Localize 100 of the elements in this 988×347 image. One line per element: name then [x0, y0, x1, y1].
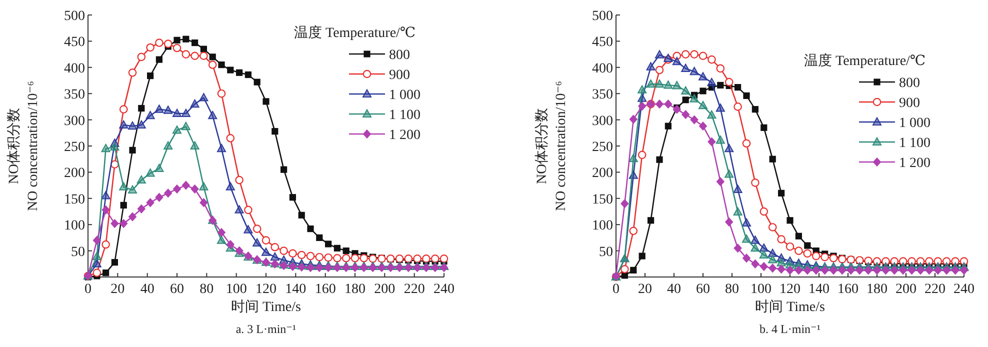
- point: [777, 264, 786, 274]
- point: [882, 266, 890, 275]
- point: [306, 252, 315, 260]
- point: [873, 266, 881, 275]
- point: [794, 266, 803, 275]
- point: [172, 126, 182, 134]
- point: [646, 79, 656, 88]
- point: [252, 224, 262, 233]
- point: [164, 188, 172, 198]
- y-tick-label: 100: [592, 218, 613, 234]
- point: [681, 86, 690, 94]
- point: [742, 139, 751, 148]
- point: [164, 40, 172, 48]
- x-tick-label: 220: [924, 282, 946, 297]
- point: [235, 176, 244, 184]
- point: [898, 257, 908, 266]
- point: [102, 206, 110, 214]
- legend-label: 1 100: [899, 136, 930, 151]
- point: [154, 164, 164, 172]
- x-tick-label: 0: [84, 282, 92, 297]
- point: [700, 88, 706, 94]
- point: [724, 170, 734, 178]
- point: [672, 81, 682, 90]
- x-tick-label: 20: [110, 282, 125, 297]
- point: [136, 120, 146, 129]
- point: [655, 79, 664, 88]
- point: [838, 266, 846, 275]
- legend-label: 1 200: [899, 156, 930, 171]
- point: [672, 104, 681, 114]
- point: [934, 266, 942, 275]
- point: [829, 254, 838, 262]
- point: [298, 212, 305, 218]
- point: [638, 252, 646, 260]
- point: [751, 260, 760, 268]
- point: [620, 199, 629, 208]
- point: [236, 69, 243, 76]
- point: [742, 254, 750, 263]
- y-tick-label: 350: [64, 88, 85, 103]
- point: [244, 71, 252, 78]
- point: [128, 68, 137, 77]
- point: [672, 52, 682, 60]
- point: [155, 192, 164, 202]
- point: [270, 242, 280, 252]
- point: [333, 254, 342, 262]
- point: [146, 43, 154, 52]
- x-axis-title: 时间 Time/s: [755, 299, 825, 315]
- point: [768, 255, 778, 264]
- point: [656, 156, 663, 163]
- point: [820, 252, 829, 262]
- point: [262, 236, 270, 244]
- y-tick-label: 400: [592, 61, 613, 76]
- point: [752, 106, 758, 113]
- point: [350, 254, 360, 262]
- point: [699, 122, 707, 130]
- point: [846, 266, 855, 275]
- point: [200, 46, 207, 52]
- point: [272, 128, 278, 135]
- x-tick-label: 240: [954, 282, 974, 297]
- point: [951, 266, 960, 275]
- point: [173, 184, 181, 194]
- point: [192, 39, 198, 46]
- point: [119, 105, 128, 114]
- point: [698, 72, 708, 80]
- point: [916, 257, 925, 266]
- point: [325, 240, 332, 248]
- point: [690, 94, 699, 102]
- point: [690, 66, 699, 76]
- point: [751, 178, 760, 187]
- point: [289, 194, 296, 201]
- point: [768, 248, 778, 257]
- point: [227, 66, 234, 74]
- point: [190, 99, 200, 108]
- point: [786, 242, 794, 251]
- point: [708, 137, 716, 146]
- x-tick-label: 120: [780, 282, 800, 297]
- point: [786, 266, 794, 275]
- point: [226, 182, 235, 190]
- point: [768, 223, 777, 232]
- x-tick-label: 180: [344, 282, 366, 297]
- x-tick-label: 200: [374, 282, 396, 297]
- point: [717, 82, 724, 89]
- point: [200, 52, 208, 60]
- point: [960, 266, 968, 275]
- point: [262, 248, 270, 256]
- point: [812, 252, 820, 260]
- point: [280, 246, 288, 255]
- point: [208, 110, 218, 120]
- point: [786, 217, 794, 224]
- point: [820, 266, 829, 275]
- x-tick-label: 0: [612, 282, 620, 297]
- point: [648, 217, 654, 224]
- point: [244, 225, 253, 234]
- point: [324, 253, 332, 262]
- point: [925, 257, 934, 266]
- point: [174, 36, 180, 44]
- point: [128, 185, 137, 194]
- point: [812, 266, 820, 275]
- point: [147, 72, 154, 80]
- point: [218, 61, 225, 68]
- point: [146, 198, 154, 207]
